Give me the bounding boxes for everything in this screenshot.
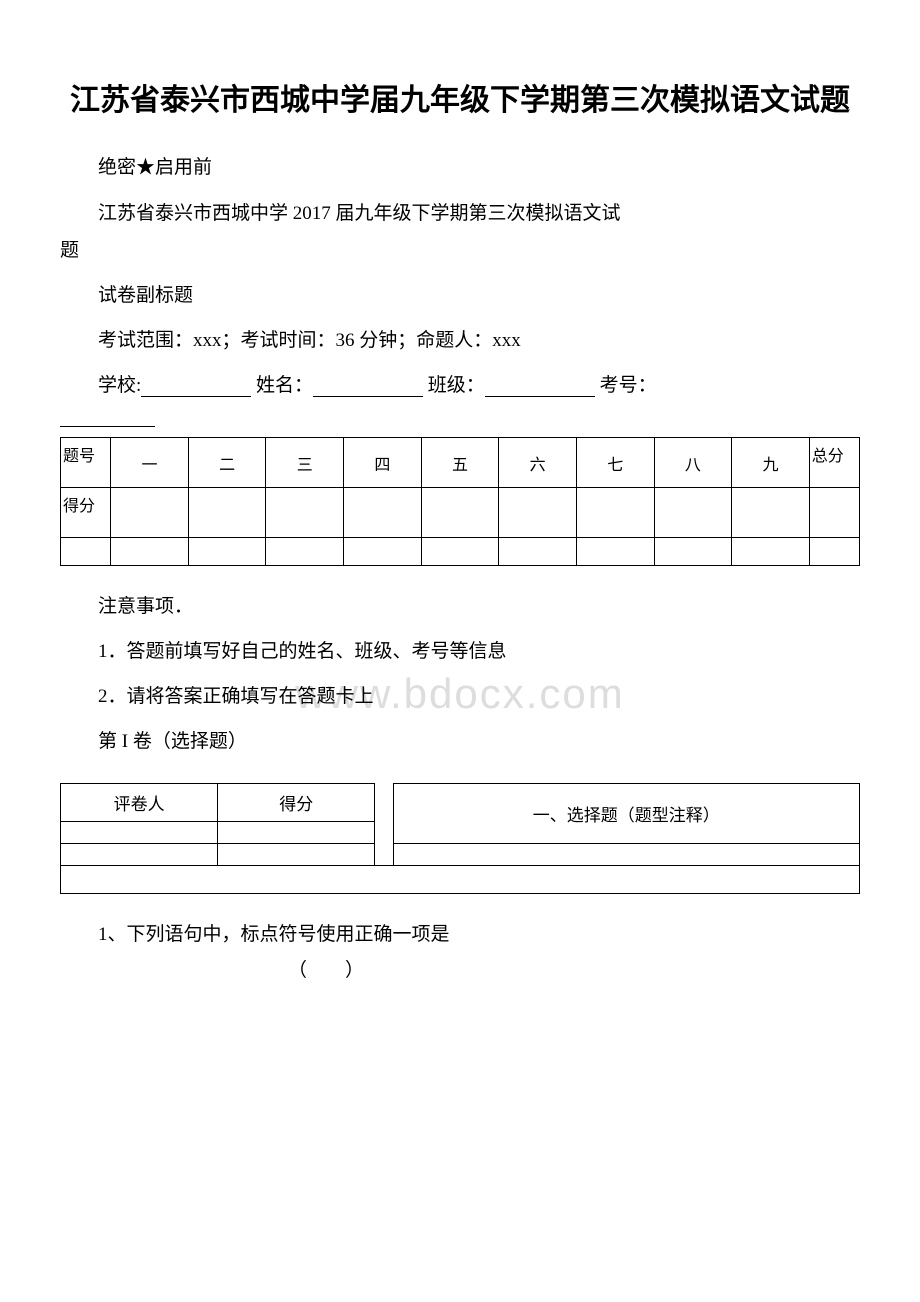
name-blank[interactable] bbox=[313, 377, 423, 397]
score-table-header-row: 题号 一 二 三 四 五 六 七 八 九 总分 bbox=[61, 438, 860, 488]
empty-cell bbox=[576, 538, 654, 566]
score-cell-7[interactable] bbox=[576, 488, 654, 538]
score-cell-8[interactable] bbox=[654, 488, 732, 538]
empty-cell bbox=[61, 538, 111, 566]
empty-cell bbox=[266, 538, 344, 566]
number-blank[interactable] bbox=[60, 407, 155, 427]
school-blank[interactable] bbox=[141, 377, 251, 397]
score-header-label: 得分 bbox=[218, 784, 375, 822]
subtitle: 试卷副标题 bbox=[60, 280, 860, 307]
full-title-line2: 题 bbox=[60, 235, 860, 262]
empty-cell bbox=[809, 538, 859, 566]
section-header-row3 bbox=[61, 844, 860, 866]
score-cell-9[interactable] bbox=[732, 488, 810, 538]
notice-title: 注意事项． bbox=[60, 591, 860, 618]
full-blank-cell bbox=[61, 866, 860, 894]
question-1-paren: （ ） bbox=[288, 955, 860, 982]
col-5: 五 bbox=[421, 438, 499, 488]
score-label: 得分 bbox=[61, 488, 111, 538]
blank-cell bbox=[218, 844, 375, 866]
document-title: 江苏省泰兴市西城中学届九年级下学期第三次模拟语文试题 bbox=[60, 80, 860, 122]
spacer-cell bbox=[375, 784, 393, 866]
class-blank[interactable] bbox=[485, 377, 595, 397]
score-cell-5[interactable] bbox=[421, 488, 499, 538]
blank-cell bbox=[393, 844, 859, 866]
empty-cell bbox=[499, 538, 577, 566]
question-number-label: 题号 bbox=[61, 438, 111, 488]
school-label: 学校: bbox=[98, 375, 141, 396]
class-label: 班级： bbox=[428, 375, 485, 396]
section-name: 一、选择题（题型注释） bbox=[393, 784, 859, 844]
score-cell-1[interactable] bbox=[111, 488, 189, 538]
blank-cell bbox=[61, 844, 218, 866]
empty-cell bbox=[111, 538, 189, 566]
total-label: 总分 bbox=[809, 438, 859, 488]
reviewer-label: 评卷人 bbox=[61, 784, 218, 822]
score-cell-6[interactable] bbox=[499, 488, 577, 538]
col-6: 六 bbox=[499, 438, 577, 488]
score-cell-3[interactable] bbox=[266, 488, 344, 538]
section-header-row1: 评卷人 得分 一、选择题（题型注释） bbox=[61, 784, 860, 822]
empty-cell bbox=[732, 538, 810, 566]
score-table-score-row: 得分 bbox=[61, 488, 860, 538]
section-header-row4 bbox=[61, 866, 860, 894]
notice-item-2: 2．请将答案正确填写在答题卡上 bbox=[60, 681, 860, 708]
section-i-title: 第 I 卷（选择题） bbox=[60, 726, 860, 753]
score-table-empty-row bbox=[61, 538, 860, 566]
empty-cell bbox=[188, 538, 266, 566]
score-cell-4[interactable] bbox=[344, 488, 422, 538]
section-header-table: 评卷人 得分 一、选择题（题型注释） bbox=[60, 783, 860, 894]
question-1: 1、下列语句中，标点符号使用正确一项是 bbox=[60, 919, 860, 951]
student-fields: 学校: 姓名： 班级： 考号： bbox=[60, 370, 860, 397]
score-table: 题号 一 二 三 四 五 六 七 八 九 总分 得分 bbox=[60, 437, 860, 566]
empty-cell bbox=[344, 538, 422, 566]
score-blank[interactable] bbox=[218, 822, 375, 844]
empty-cell bbox=[654, 538, 732, 566]
col-4: 四 bbox=[344, 438, 422, 488]
number-label: 考号： bbox=[600, 375, 657, 396]
score-cell-2[interactable] bbox=[188, 488, 266, 538]
col-8: 八 bbox=[654, 438, 732, 488]
notice-item-1: 1．答题前填写好自己的姓名、班级、考号等信息 bbox=[60, 636, 860, 663]
col-1: 一 bbox=[111, 438, 189, 488]
reviewer-blank[interactable] bbox=[61, 822, 218, 844]
col-3: 三 bbox=[266, 438, 344, 488]
number-blank-row bbox=[60, 407, 860, 427]
empty-cell bbox=[421, 538, 499, 566]
col-7: 七 bbox=[576, 438, 654, 488]
secrecy-label: 绝密★启用前 bbox=[60, 152, 860, 179]
exam-info: 考试范围：xxx；考试时间：36 分钟；命题人：xxx bbox=[60, 325, 860, 352]
col-9: 九 bbox=[732, 438, 810, 488]
score-cell-total[interactable] bbox=[809, 488, 859, 538]
col-2: 二 bbox=[188, 438, 266, 488]
name-label: 姓名： bbox=[256, 375, 313, 396]
full-title-line1: 江苏省泰兴市西城中学 2017 届九年级下学期第三次模拟语文试 bbox=[60, 197, 860, 231]
document-content: 江苏省泰兴市西城中学届九年级下学期第三次模拟语文试题 绝密★启用前 江苏省泰兴市… bbox=[60, 80, 860, 982]
